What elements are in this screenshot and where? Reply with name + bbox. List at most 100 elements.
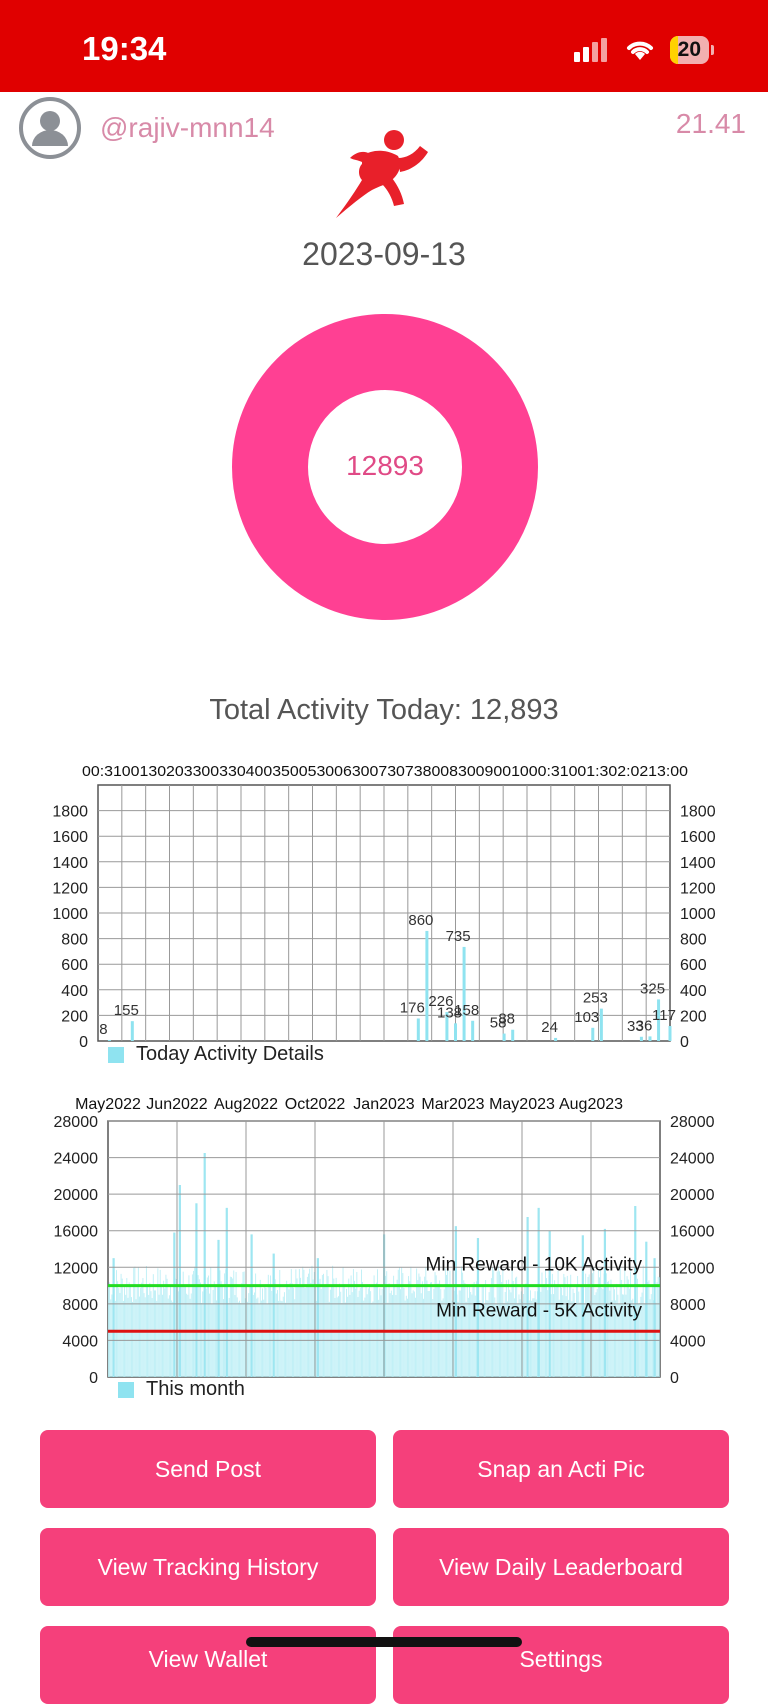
username[interactable]: @rajiv-mnn14 [100, 112, 275, 143]
x-tick-labels: 00:3100130203300330400350053006300730738… [82, 763, 688, 780]
daily-bar [410, 1266, 412, 1377]
snap-acti-pic-button[interactable]: Snap an Acti Pic [393, 1430, 729, 1508]
daily-bar [553, 1294, 554, 1377]
daily-bar [541, 1272, 543, 1377]
daily-bar [648, 1280, 650, 1377]
chart-bar [107, 1039, 111, 1041]
avatar-icon[interactable] [18, 96, 82, 160]
daily-bar [326, 1269, 328, 1377]
daily-bar [430, 1282, 431, 1377]
daily-bar [395, 1295, 397, 1377]
daily-bar [235, 1271, 237, 1377]
y-tick-label-right: 600 [680, 957, 707, 974]
daily-bar [200, 1282, 201, 1377]
spike-bar [173, 1232, 176, 1377]
daily-bar [624, 1267, 626, 1377]
daily-bar [619, 1266, 621, 1377]
daily-bar [296, 1278, 298, 1377]
y-tick-label-right: 0 [680, 1034, 689, 1051]
y-tick-label-right: 16000 [670, 1224, 715, 1241]
daily-bar [608, 1281, 610, 1377]
daily-bar [191, 1274, 193, 1377]
daily-bar [332, 1265, 334, 1377]
date-label: 2023-09-13 [302, 236, 466, 272]
daily-bar [515, 1277, 516, 1377]
daily-bar [329, 1289, 331, 1377]
month-chart-legend: This month [118, 1378, 245, 1401]
y-tick-label-right: 1600 [680, 829, 716, 846]
chart-bar [502, 1033, 506, 1041]
daily-bar [609, 1290, 611, 1377]
daily-bar [109, 1282, 111, 1377]
daily-bar [371, 1302, 373, 1377]
daily-bar [145, 1266, 147, 1377]
daily-bar [494, 1297, 496, 1377]
daily-bar [355, 1288, 357, 1377]
daily-bar [254, 1292, 255, 1377]
daily-bar [592, 1273, 594, 1377]
daily-bar [334, 1297, 336, 1377]
daily-bar [187, 1294, 189, 1377]
daily-bar [474, 1295, 476, 1377]
daily-bar [223, 1299, 224, 1377]
daily-bar [419, 1276, 421, 1377]
daily-bar [622, 1294, 623, 1377]
daily-bar [206, 1277, 208, 1377]
daily-bar [298, 1269, 300, 1377]
x-tick-label: May2023 [489, 1096, 555, 1113]
daily-bar [232, 1278, 234, 1377]
daily-bar [271, 1290, 273, 1377]
bar-value-label: 138 [437, 1004, 462, 1021]
daily-bar [596, 1289, 598, 1377]
daily-bar [313, 1272, 315, 1377]
daily-bar [471, 1294, 473, 1377]
daily-bar [508, 1279, 510, 1377]
daily-bar [400, 1289, 401, 1377]
spike-bar [225, 1207, 228, 1377]
spike-bar [476, 1238, 480, 1377]
daily-bar [208, 1275, 209, 1377]
view-tracking-history-button[interactable]: View Tracking History [40, 1528, 376, 1606]
y-tick-label-left: 1600 [52, 829, 88, 846]
y-tick-label-right: 400 [680, 983, 707, 1000]
daily-bar [338, 1296, 339, 1377]
daily-bar [535, 1299, 537, 1377]
chart-bar [639, 1036, 643, 1041]
legend-label-today: Today Activity Details [136, 1043, 324, 1065]
daily-bar [473, 1281, 475, 1377]
daily-bar [457, 1301, 459, 1377]
daily-bar [256, 1298, 258, 1377]
daily-bar [536, 1291, 538, 1377]
legend-swatch [108, 1046, 124, 1063]
daily-bar [523, 1293, 525, 1377]
daily-bar [216, 1300, 217, 1377]
daily-bar [409, 1281, 411, 1377]
x-tick-label: Jan2023 [353, 1096, 414, 1113]
chart-bar [454, 1023, 457, 1041]
daily-bar [426, 1280, 428, 1377]
daily-bar [393, 1275, 395, 1377]
daily-bar [578, 1291, 580, 1377]
daily-bar [319, 1278, 321, 1377]
daily-bar [496, 1271, 498, 1377]
daily-bar [405, 1295, 407, 1377]
daily-bar [347, 1296, 349, 1377]
daily-bar [243, 1271, 245, 1377]
send-post-button[interactable]: Send Post [40, 1430, 376, 1508]
daily-bar [490, 1278, 492, 1377]
daily-bar [632, 1298, 634, 1377]
view-daily-leaderboard-button[interactable]: View Daily Leaderboard [393, 1528, 729, 1606]
daily-bar [565, 1296, 567, 1377]
daily-bar [418, 1273, 420, 1377]
daily-bar [311, 1265, 313, 1377]
x-tick-label: Aug2022 [214, 1096, 278, 1113]
daily-bar [312, 1279, 314, 1377]
daily-bar [182, 1271, 184, 1377]
daily-bar [190, 1293, 192, 1377]
x-tick-label: Jun2022 [146, 1096, 207, 1113]
daily-bar [380, 1295, 382, 1377]
daily-bar [658, 1277, 660, 1377]
daily-bar [470, 1291, 472, 1377]
daily-bar [352, 1269, 354, 1377]
daily-bar [557, 1270, 559, 1377]
